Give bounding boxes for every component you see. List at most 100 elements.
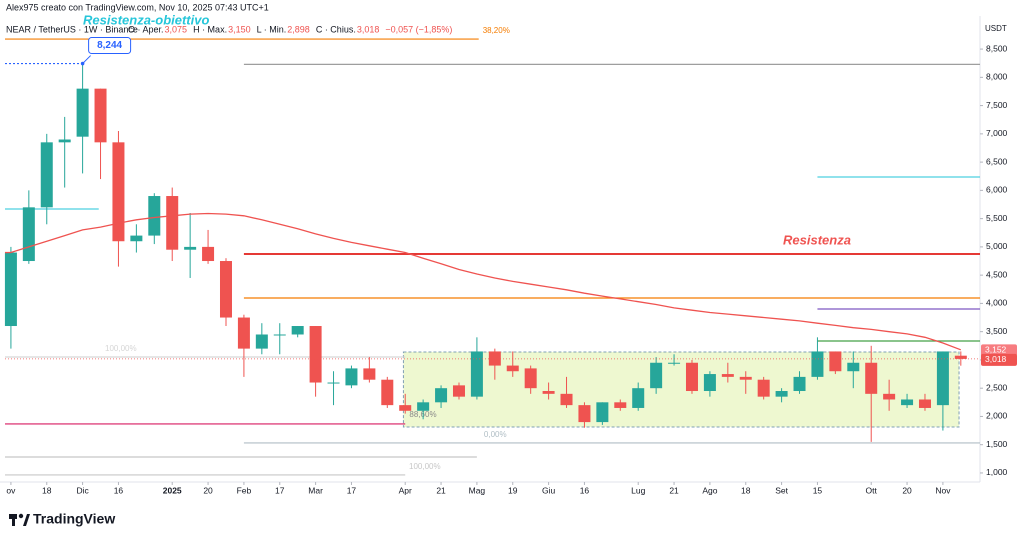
y-tick-label: 2,500: [986, 382, 1008, 392]
callout-box: [88, 37, 132, 55]
candle-body: [237, 317, 250, 349]
candle-body: [524, 368, 537, 389]
candle-body: [345, 368, 358, 386]
moving-average: [4, 212, 962, 351]
y-tick-label: 3,500: [986, 326, 1008, 336]
y-tick-label: 5,500: [986, 213, 1008, 223]
price-label: 3,152: [985, 345, 1007, 355]
x-tick-label: 18: [42, 485, 52, 495]
x-tick-label: Set: [775, 485, 788, 495]
y-tick-label: 4,000: [986, 298, 1008, 308]
candle-body: [435, 388, 448, 403]
x-tick-label: Ott: [866, 485, 878, 495]
x-tick-label: 16: [114, 485, 124, 495]
ohlc-value: 2,898: [287, 24, 310, 34]
author-line: Alex975 creato con TradingView.com, Nov …: [6, 2, 269, 12]
ohlc-value: 3,018: [357, 24, 380, 34]
price-label-box: [981, 344, 1017, 357]
candle-body: [614, 402, 627, 408]
x-tick-label: 21: [669, 485, 679, 495]
x-tick-label: 15: [813, 485, 823, 495]
candle-body: [542, 391, 555, 394]
candle-body: [273, 334, 286, 336]
y-tick-label: 6,500: [986, 156, 1008, 166]
logo-mark: [12, 514, 15, 526]
x-tick-label: 19: [508, 485, 518, 495]
x-tick-label: Mag: [469, 485, 486, 495]
x-tick-label: Giu: [542, 485, 556, 495]
x-tick-label: ov: [6, 485, 16, 495]
y-tick-label: 8,500: [986, 43, 1008, 53]
callout-pointer: [82, 55, 91, 64]
x-tick-label: Mar: [308, 485, 323, 495]
price-label-box: [981, 353, 1017, 366]
candle-body: [560, 393, 573, 406]
candle-body: [452, 385, 465, 397]
candle-body: [757, 379, 770, 397]
brand: TradingView: [33, 511, 115, 527]
x-tick-label: Ago: [702, 485, 717, 495]
candle-body: [399, 405, 412, 411]
candle-body: [775, 391, 788, 397]
level-label: 100,00%: [105, 344, 137, 353]
candle-body: [685, 362, 698, 392]
candle-body: [381, 379, 394, 406]
candle-body: [793, 376, 806, 392]
x-tick-label: 17: [347, 485, 357, 495]
x-tick-label: 2025: [163, 485, 182, 495]
candle-body: [417, 402, 430, 411]
candle-body: [202, 246, 215, 262]
candle-body: [936, 351, 949, 406]
x-tick-label: Apr: [399, 485, 412, 495]
ohlc-name: C · Chius.: [316, 24, 356, 34]
candle-body: [112, 142, 125, 242]
y-tick-label: 7,000: [986, 128, 1008, 138]
ohlc-name: O · Aper.: [128, 24, 164, 34]
candle-body: [363, 368, 376, 380]
candle-body: [166, 196, 179, 250]
candle-body: [883, 393, 896, 400]
logo-mark: [18, 513, 24, 519]
candle-body: [327, 382, 340, 384]
candle-body: [22, 207, 35, 262]
candle-body: [596, 402, 609, 423]
symbol: NEAR / TetherUS · 1W · Binance: [6, 24, 138, 34]
y-tick-label: 1,500: [986, 439, 1008, 449]
candle-body: [811, 351, 824, 377]
candle-body: [650, 362, 663, 389]
x-tick-label: Lug: [631, 485, 645, 495]
candle-body: [4, 252, 17, 327]
candle-body: [76, 88, 89, 137]
x-tick-label: Dic: [76, 485, 89, 495]
candle-body: [901, 399, 914, 406]
candle-body: [40, 142, 53, 208]
callout-dot: [80, 61, 85, 66]
candle-body: [668, 362, 681, 364]
x-tick-label: 20: [203, 485, 213, 495]
y-tick-label: 5,000: [986, 241, 1008, 251]
candle-body: [632, 388, 645, 408]
candle-body: [58, 139, 71, 143]
ohlc-value: 3,150: [228, 24, 251, 34]
candle-body: [470, 351, 483, 397]
x-tick-label: Nov: [935, 485, 951, 495]
candle-body: [918, 399, 931, 408]
x-tick-label: 18: [741, 485, 751, 495]
footer-logo: TradingView: [9, 511, 115, 527]
level-label: 0,00%: [484, 430, 507, 439]
candle-body: [703, 374, 716, 392]
y-tick-label: 4,500: [986, 269, 1008, 279]
callout-label: 8,244: [97, 40, 122, 51]
candle-body: [94, 88, 107, 143]
candle-body: [578, 405, 591, 423]
price-label: 3,018: [985, 354, 1007, 364]
candle-body: [721, 374, 734, 377]
level-label: 100,00%: [409, 462, 441, 471]
candle-body: [219, 261, 232, 318]
annotation: Resistenza: [783, 232, 851, 247]
candle-body: [309, 326, 322, 383]
candle-body: [255, 334, 268, 349]
level-label: 38,20%: [483, 26, 510, 35]
candle-body: [847, 362, 860, 372]
candle-body: [130, 235, 143, 242]
